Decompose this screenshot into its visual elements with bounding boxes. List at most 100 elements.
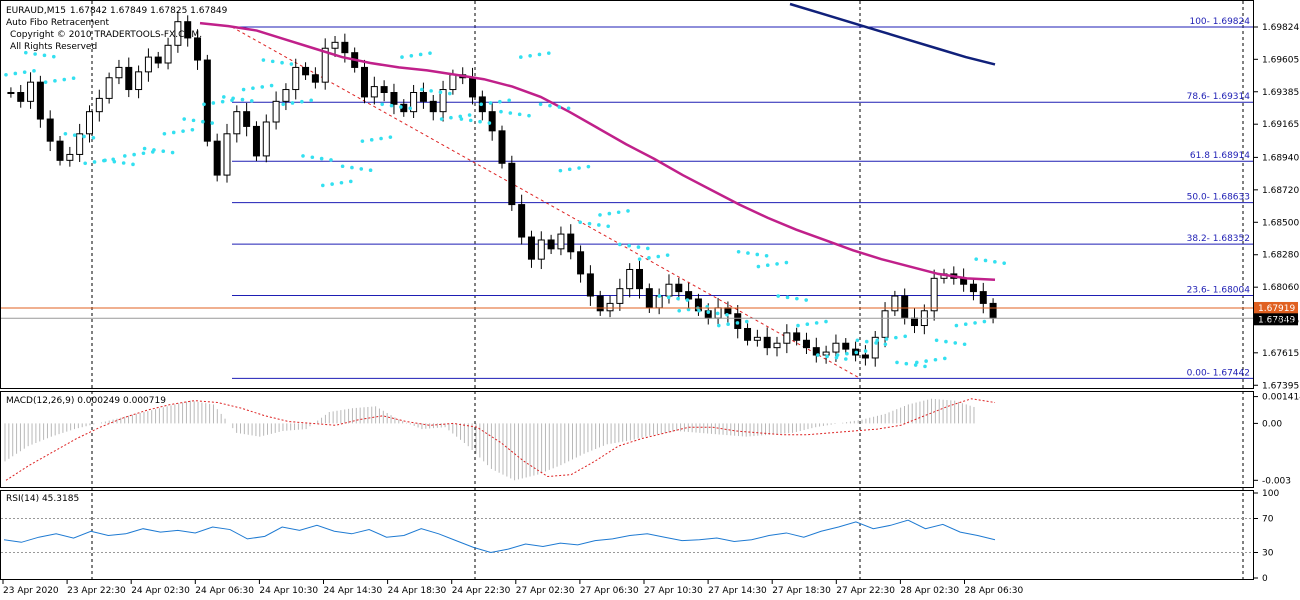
psar-dot bbox=[519, 55, 523, 59]
psar-dot bbox=[310, 155, 315, 160]
psar-dot bbox=[487, 121, 492, 125]
psar-dot bbox=[706, 310, 711, 314]
psar-dot bbox=[309, 98, 313, 103]
x-tick-label: 24 Apr 14:30 bbox=[324, 586, 383, 596]
candle-body bbox=[989, 302, 997, 319]
candle-body bbox=[17, 91, 25, 102]
psar-dot bbox=[548, 103, 552, 108]
psar-dot bbox=[467, 113, 472, 117]
psar-dot bbox=[825, 354, 829, 359]
psar-dot bbox=[785, 295, 790, 300]
psar-dot bbox=[685, 298, 690, 302]
psar-dot bbox=[142, 146, 147, 151]
psar-dot bbox=[350, 165, 354, 170]
psar-dot bbox=[170, 150, 175, 155]
x-tick-label: 24 Apr 02:30 bbox=[131, 586, 190, 596]
y-tick-label: 1.68280 bbox=[1262, 251, 1299, 261]
candle-body bbox=[449, 74, 457, 91]
psar-dot bbox=[191, 118, 196, 123]
x-tick-label: 27 Apr 02:30 bbox=[516, 586, 575, 596]
psar-dot bbox=[577, 166, 581, 170]
x-tick-label: 27 Apr 06:30 bbox=[580, 586, 639, 596]
psar-dot bbox=[13, 71, 18, 76]
ask-price-label: 1.67919 bbox=[1258, 304, 1295, 314]
psar-dot bbox=[43, 80, 48, 84]
psar-dot bbox=[409, 53, 414, 58]
psar-dot bbox=[884, 337, 889, 341]
psar-dot bbox=[814, 321, 819, 325]
candle-body bbox=[969, 283, 977, 293]
candle-body bbox=[596, 295, 604, 312]
psar-dot bbox=[923, 364, 927, 369]
psar-dot bbox=[210, 121, 214, 125]
psar-dot bbox=[408, 106, 412, 111]
candle-body bbox=[626, 268, 634, 290]
candle-body bbox=[85, 111, 93, 135]
candle-body bbox=[252, 125, 260, 157]
candle-body bbox=[675, 283, 683, 293]
psar-dot bbox=[863, 349, 868, 353]
psar-dot bbox=[756, 264, 761, 269]
x-tick-label: 28 Apr 06:30 bbox=[965, 586, 1024, 596]
indicator-name: Auto Fibo Retracement bbox=[6, 18, 109, 28]
rsi-series: 100 70 30 0 bbox=[1, 489, 1279, 584]
psar-dot bbox=[915, 360, 919, 365]
psar-dot bbox=[618, 242, 622, 247]
psar-dot bbox=[517, 112, 522, 117]
candle-body bbox=[842, 342, 850, 350]
psar-dot bbox=[775, 262, 779, 266]
candle-body bbox=[370, 86, 378, 98]
psar-dot bbox=[71, 76, 76, 80]
psar-dot bbox=[321, 183, 325, 188]
candle-body bbox=[547, 239, 555, 250]
candle-body bbox=[331, 41, 339, 49]
psar-dot bbox=[438, 90, 443, 94]
psar-dot bbox=[290, 101, 295, 105]
candle-body bbox=[871, 336, 879, 359]
psar-dot bbox=[359, 167, 364, 171]
psar-dot bbox=[557, 105, 562, 109]
psar-dot bbox=[33, 52, 37, 56]
psar-dot bbox=[666, 295, 671, 300]
candle-body bbox=[390, 91, 398, 105]
candle-body bbox=[557, 233, 565, 250]
candle-body bbox=[911, 317, 919, 327]
psar-dot bbox=[449, 115, 453, 120]
psar-dot bbox=[121, 161, 126, 165]
candle-body bbox=[380, 86, 388, 93]
y-tick-label: 1.67835 bbox=[1262, 316, 1299, 326]
candle-body bbox=[341, 41, 349, 54]
psar-dot bbox=[368, 168, 373, 173]
y-tick-label: 1.67615 bbox=[1262, 349, 1299, 359]
candle-body bbox=[537, 239, 545, 260]
psar-dot bbox=[735, 321, 740, 325]
psar-dot bbox=[222, 95, 226, 99]
parabolic-sar-dots bbox=[4, 50, 1006, 369]
psar-dot bbox=[182, 117, 186, 121]
time-axis: 23 Apr 2020 23 Apr 22:30 24 Apr 02:30 24 Ap… bbox=[2, 580, 1024, 596]
psar-dot bbox=[755, 252, 760, 257]
rsi-line bbox=[3, 519, 996, 554]
psar-dot bbox=[478, 119, 482, 124]
x-tick-label: 27 Apr 10:30 bbox=[644, 586, 703, 596]
fibo-level-label: 38.2- 1.68352 bbox=[1187, 234, 1250, 244]
x-tick-label: 23 Apr 22:30 bbox=[67, 586, 126, 596]
psar-dot bbox=[418, 52, 423, 57]
psar-dot bbox=[32, 69, 36, 73]
psar-dot bbox=[439, 117, 444, 121]
macd-series: 0.001414 0.00 -0.003 bbox=[4, 393, 1300, 486]
fibo-level-label: 50.0- 1.68633 bbox=[1187, 193, 1250, 203]
psar-dot bbox=[429, 89, 433, 93]
y-tick-label: 1.67395 bbox=[1262, 381, 1299, 391]
candle-body bbox=[360, 66, 368, 98]
psar-dot bbox=[211, 101, 216, 105]
psar-dot bbox=[261, 58, 266, 62]
candle-body bbox=[7, 91, 15, 94]
psar-dot bbox=[647, 256, 651, 260]
x-tick-label: 28 Apr 02:30 bbox=[900, 586, 959, 596]
x-tick-label: 27 Apr 14:30 bbox=[708, 586, 767, 596]
candle-body bbox=[194, 37, 202, 61]
psar-dot bbox=[954, 323, 959, 328]
candle-body bbox=[793, 332, 801, 341]
y-tick-label: 1.69385 bbox=[1262, 88, 1299, 98]
